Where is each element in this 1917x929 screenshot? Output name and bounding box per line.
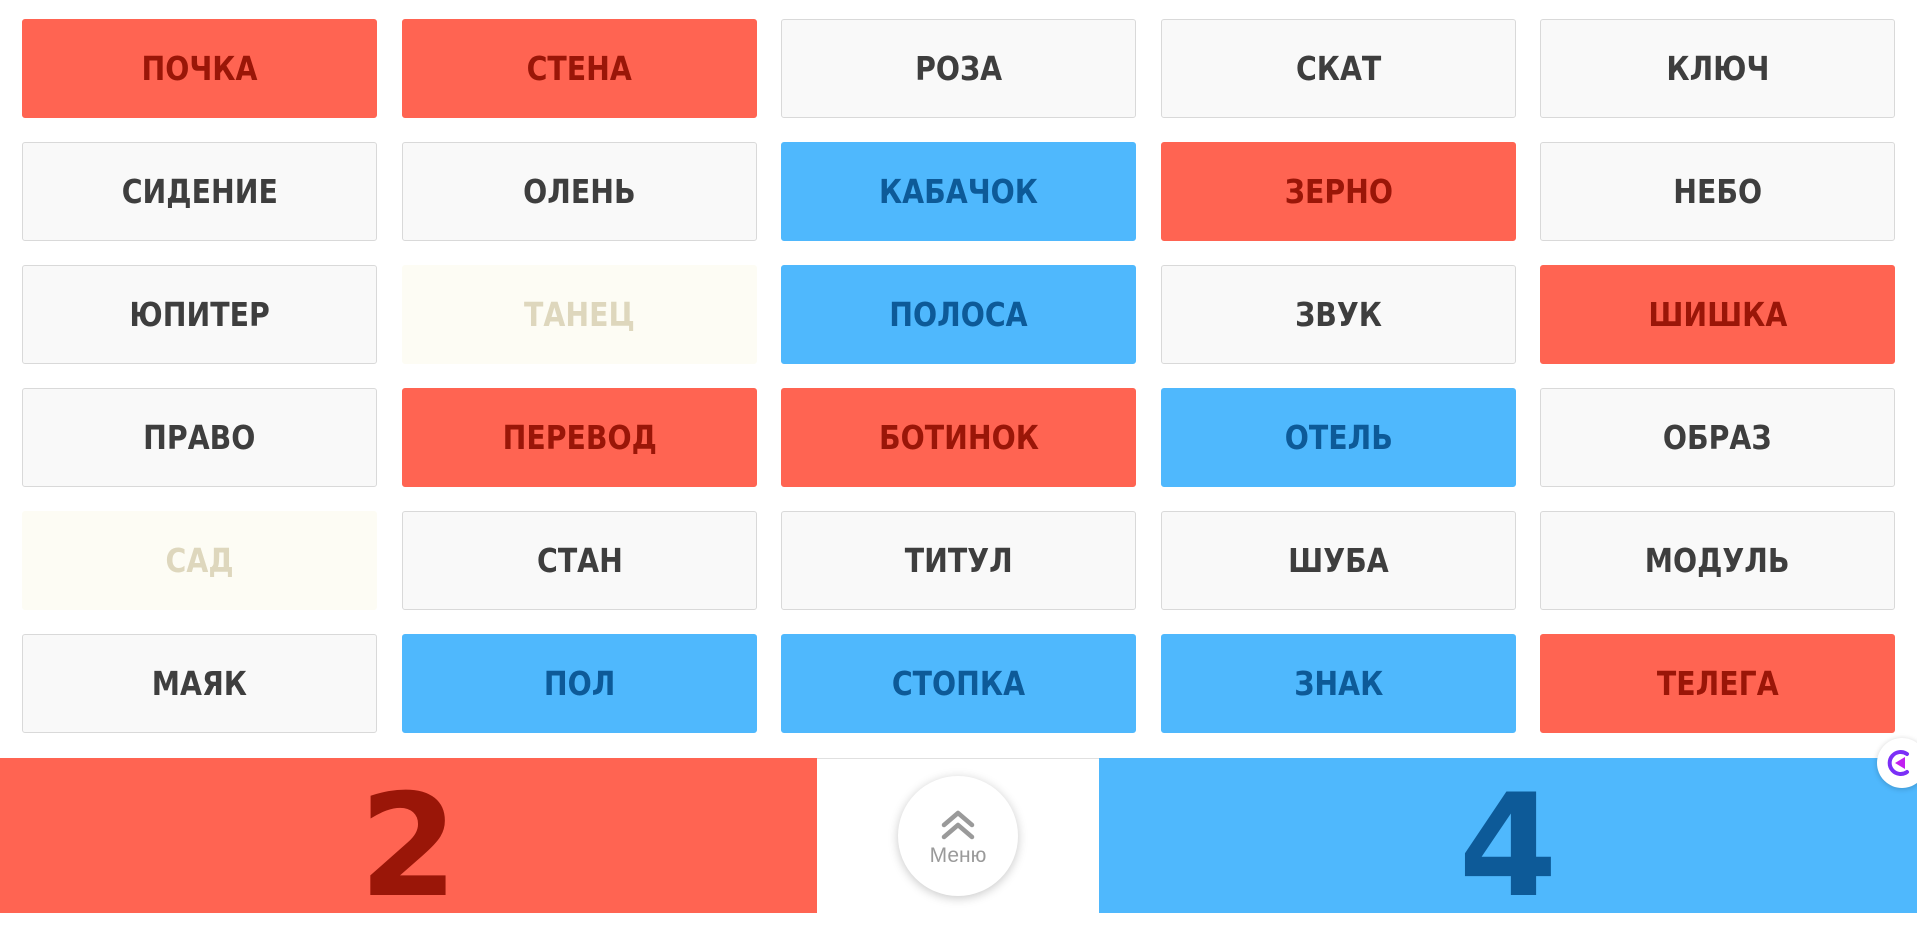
red-team-score-panel: 2 bbox=[0, 758, 817, 917]
word-card-neutral[interactable]: МОДУЛЬ bbox=[1540, 511, 1895, 610]
card-word: ОБРАЗ bbox=[1663, 418, 1772, 457]
blue-team-score-panel: 4 bbox=[1099, 758, 1917, 917]
red-team-score: 2 bbox=[359, 763, 458, 929]
card-word: КАБАЧОК bbox=[878, 172, 1039, 211]
word-card-red[interactable]: ШИШКА bbox=[1540, 265, 1895, 364]
assistant-widget-icon bbox=[1887, 750, 1909, 776]
card-word: ШУБА bbox=[1288, 541, 1389, 580]
card-word: ШИШКА bbox=[1647, 295, 1788, 334]
card-word: ПОЛОСА bbox=[889, 295, 1028, 334]
word-card-neutral[interactable]: ЮПИТЕР bbox=[22, 265, 377, 364]
card-word: СИДЕНИЕ bbox=[121, 172, 278, 211]
word-card-neutral[interactable]: ПРАВО bbox=[22, 388, 377, 487]
card-word: СТЕНА bbox=[526, 49, 633, 88]
word-card-faded[interactable]: ТАНЕЦ bbox=[402, 265, 757, 364]
card-word: ТЕЛЕГА bbox=[1656, 664, 1779, 703]
word-card-red[interactable]: ЗЕРНО bbox=[1161, 142, 1516, 241]
word-card-neutral[interactable]: СИДЕНИЕ bbox=[22, 142, 377, 241]
word-card-neutral[interactable]: ОЛЕНЬ bbox=[402, 142, 757, 241]
card-word: САД bbox=[165, 541, 234, 580]
card-word: МОДУЛЬ bbox=[1645, 541, 1790, 580]
word-card-red[interactable]: ПЕРЕВОД bbox=[402, 388, 757, 487]
word-card-neutral[interactable]: НЕБО bbox=[1540, 142, 1895, 241]
game-board: ПОЧКА СТЕНА РОЗА СКАТ КЛЮЧ СИДЕНИЕ ОЛЕНЬ… bbox=[22, 19, 1895, 733]
card-word: ОТЕЛЬ bbox=[1284, 418, 1393, 457]
card-word: ПЕРЕВОД bbox=[502, 418, 657, 457]
card-word: ТАНЕЦ bbox=[524, 295, 635, 334]
word-card-blue[interactable]: ОТЕЛЬ bbox=[1161, 388, 1516, 487]
card-word: НЕБО bbox=[1673, 172, 1762, 211]
card-word: СКАТ bbox=[1295, 49, 1382, 88]
card-word: КЛЮЧ bbox=[1665, 49, 1770, 88]
word-card-red[interactable]: ПОЧКА bbox=[22, 19, 377, 118]
score-bar: 2 4 bbox=[0, 758, 1917, 917]
menu-button[interactable]: Меню bbox=[898, 776, 1018, 896]
word-card-neutral[interactable]: КЛЮЧ bbox=[1540, 19, 1895, 118]
card-word: СТАН bbox=[536, 541, 623, 580]
card-word: ПРАВО bbox=[143, 418, 256, 457]
word-card-red[interactable]: СТЕНА bbox=[402, 19, 757, 118]
word-card-neutral[interactable]: ТИТУЛ bbox=[781, 511, 1136, 610]
card-word: СТОПКА bbox=[891, 664, 1026, 703]
menu-label: Меню bbox=[929, 844, 987, 867]
card-word: ЗВУК bbox=[1295, 295, 1382, 334]
blue-team-score: 4 bbox=[1458, 763, 1558, 929]
word-card-blue[interactable]: СТОПКА bbox=[781, 634, 1136, 733]
card-word: ЗНАК bbox=[1293, 664, 1384, 703]
card-word: ЮПИТЕР bbox=[129, 295, 270, 334]
word-card-neutral[interactable]: СТАН bbox=[402, 511, 757, 610]
double-chevron-up-icon bbox=[941, 810, 975, 840]
word-card-red[interactable]: ТЕЛЕГА bbox=[1540, 634, 1895, 733]
word-card-blue[interactable]: ПОЛ bbox=[402, 634, 757, 733]
card-word: ЗЕРНО bbox=[1284, 172, 1393, 211]
card-word: БОТИНОК bbox=[878, 418, 1039, 457]
word-card-neutral[interactable]: МАЯК bbox=[22, 634, 377, 733]
card-word: ПОЛ bbox=[543, 664, 616, 703]
word-card-red[interactable]: БОТИНОК bbox=[781, 388, 1136, 487]
word-card-neutral[interactable]: СКАТ bbox=[1161, 19, 1516, 118]
card-word: МАЯК bbox=[151, 664, 248, 703]
word-card-neutral[interactable]: ЗВУК bbox=[1161, 265, 1516, 364]
card-word: ОЛЕНЬ bbox=[523, 172, 636, 211]
word-card-blue[interactable]: КАБАЧОК bbox=[781, 142, 1136, 241]
word-card-neutral[interactable]: РОЗА bbox=[781, 19, 1136, 118]
word-card-blue[interactable]: ЗНАК bbox=[1161, 634, 1516, 733]
word-card-neutral[interactable]: ОБРАЗ bbox=[1540, 388, 1895, 487]
card-word: РОЗА bbox=[914, 49, 1003, 88]
word-card-blue[interactable]: ПОЛОСА bbox=[781, 265, 1136, 364]
word-card-neutral[interactable]: ШУБА bbox=[1161, 511, 1516, 610]
card-word: ТИТУЛ bbox=[904, 541, 1013, 580]
word-card-faded[interactable]: САД bbox=[22, 511, 377, 610]
assistant-widget-button[interactable] bbox=[1877, 738, 1917, 788]
card-word: ПОЧКА bbox=[141, 49, 258, 88]
